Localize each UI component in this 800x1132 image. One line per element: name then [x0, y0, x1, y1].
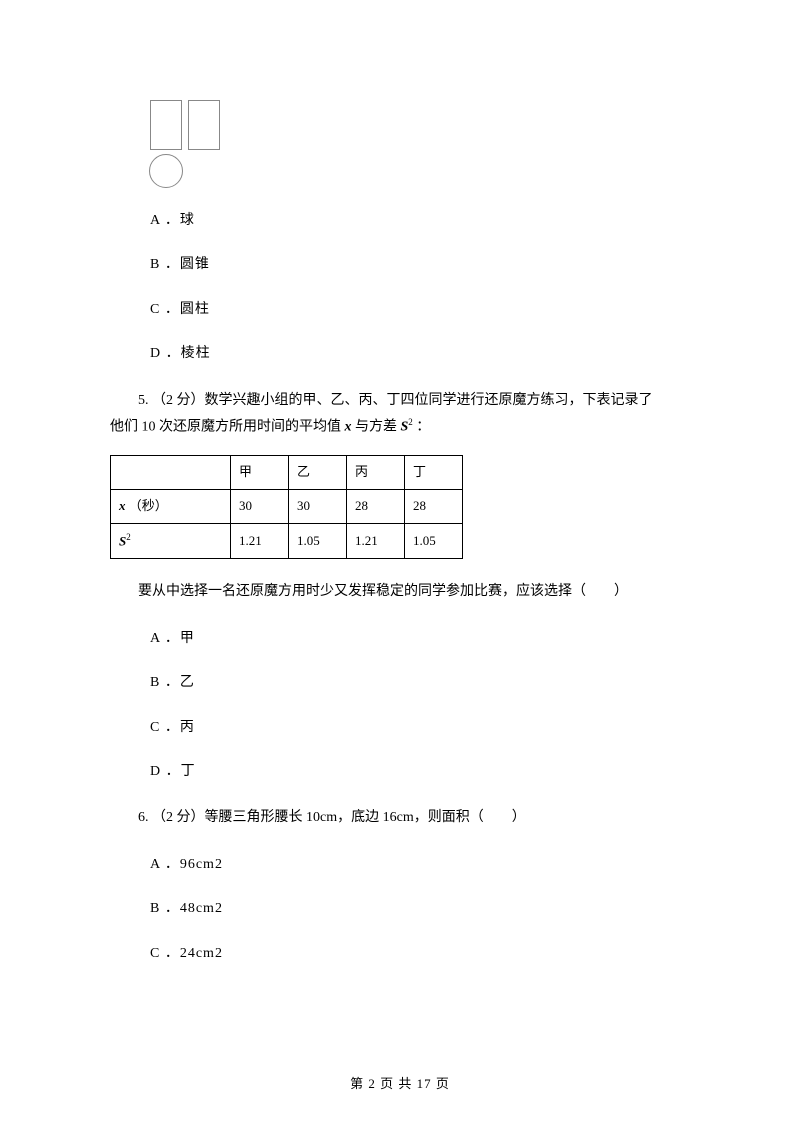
sup2-cell: 2: [126, 532, 131, 542]
var-yi: 1.05: [289, 524, 347, 559]
q5-table: 甲 乙 丙 丁 x （秒） 30 30 28 28 S2 1.21 1.05 1…: [110, 455, 463, 559]
table-row-mean: x （秒） 30 30 28 28: [111, 490, 463, 524]
q5-option-a: A ．甲: [150, 628, 690, 650]
q6-option-a: A ．96cm2: [150, 854, 690, 876]
q5-end: ：: [413, 420, 431, 435]
x-symbol: x: [345, 420, 352, 435]
rect-left: [150, 100, 182, 150]
q5-option-b: B ．乙: [150, 672, 690, 694]
table-row-header: 甲 乙 丙 丁: [111, 456, 463, 490]
top-row-rects: [150, 100, 690, 150]
page-content: A ．球 B ．圆锥 C ．圆柱 D ．棱柱 5. （2 分）数学兴趣小组的甲、…: [0, 0, 800, 1047]
q4-option-c: C ．圆柱: [150, 299, 690, 321]
q5-line2a: 他们 10 次还原魔方所用时间的平均值: [110, 420, 345, 435]
circle-view: [149, 154, 183, 188]
var-bing: 1.21: [347, 524, 405, 559]
mean-yi: 30: [289, 490, 347, 524]
q5-option-c: C ．丙: [150, 717, 690, 739]
q5-mid: 与方差: [352, 420, 401, 435]
row-mean-label: x （秒）: [111, 490, 231, 524]
q6-option-b: B ．48cm2: [150, 898, 690, 920]
q4-option-b: B ．圆锥: [150, 254, 690, 276]
th-bing: 丙: [347, 456, 405, 490]
q5-option-d: D ．丁: [150, 761, 690, 783]
q4-options: A ．球 B ．圆锥 C ．圆柱 D ．棱柱: [150, 210, 690, 366]
x-sym-cell: x: [119, 498, 126, 513]
mean-ding: 28: [405, 490, 463, 524]
q5-stem: 5. （2 分）数学兴趣小组的甲、乙、丙、丁四位同学进行还原魔方练习，下表记录了…: [110, 388, 690, 442]
mean-bing: 28: [347, 490, 405, 524]
th-yi: 乙: [289, 456, 347, 490]
page-footer: 第 2 页 共 17 页: [0, 1073, 800, 1092]
th-ding: 丁: [405, 456, 463, 490]
rect-right: [188, 100, 220, 150]
mean-jia: 30: [231, 490, 289, 524]
mean-unit: （秒）: [129, 498, 168, 513]
table-row-var: S2 1.21 1.05 1.21 1.05: [111, 524, 463, 559]
geometry-views-diagram: [150, 100, 690, 188]
q4-option-d: D ．棱柱: [150, 343, 690, 365]
row-var-label: S2: [111, 524, 231, 559]
th-jia: 甲: [231, 456, 289, 490]
q5-post: 要从中选择一名还原魔方用时少又发挥稳定的同学参加比赛，应该选择（ ）: [110, 579, 690, 606]
q6-stem: 6. （2 分）等腰三角形腰长 10cm，底边 16cm，则面积（ ）: [110, 805, 690, 832]
th-blank: [111, 456, 231, 490]
var-ding: 1.05: [405, 524, 463, 559]
q5-options: A ．甲 B ．乙 C ．丙 D ．丁: [150, 628, 690, 784]
var-jia: 1.21: [231, 524, 289, 559]
q5-line1: 5. （2 分）数学兴趣小组的甲、乙、丙、丁四位同学进行还原魔方练习，下表记录了: [138, 393, 653, 408]
q6-options: A ．96cm2 B ．48cm2 C ．24cm2: [150, 854, 690, 965]
q4-option-a: A ．球: [150, 210, 690, 232]
q6-option-c: C ．24cm2: [150, 943, 690, 965]
